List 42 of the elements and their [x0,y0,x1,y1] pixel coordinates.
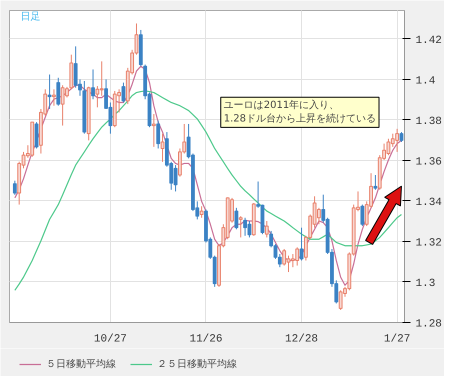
candlestick [91,68,95,100]
chart-subtitle: 日足 [20,12,40,23]
candlestick [264,220,269,238]
y-tick-label: 1.36 [416,156,442,168]
candlestick [48,74,52,110]
candlestick [56,77,60,106]
y-tick-label: 1.3 [416,278,436,290]
candlestick [400,132,404,142]
candlestick [60,84,65,126]
candlestick [74,46,78,88]
x-tick-label: 12/28 [285,334,318,346]
candlestick [295,246,300,266]
candlestick [160,133,164,162]
candlestick [338,290,343,310]
candlestick [122,82,126,103]
candlestick [174,164,178,192]
candlestick [12,180,17,196]
x-tick-label: 1/27 [384,334,410,346]
candlestick [52,88,56,106]
y-tick-label: 1.34 [416,196,442,209]
candlestick [34,122,38,149]
legend-label: ２５日移動平均線 [157,358,237,371]
candlestick [360,204,364,227]
candlestick [100,60,104,96]
y-tick-label: 1.32 [416,237,442,250]
candlestick [238,216,243,238]
x-tick-label: 11/26 [189,334,222,346]
candlestick [395,128,400,152]
candlestick [373,174,378,190]
candlestick [234,207,238,230]
y-tick-label: 1.38 [416,116,442,128]
x-tick-label: 10/27 [94,334,127,346]
candlestick [282,248,286,266]
y-tick-label: 1.42 [416,34,442,47]
y-tick-label: 1.4 [416,75,436,88]
legend-label: ５日移動平均線 [46,358,116,371]
candlestick [300,227,304,262]
candlestick [156,120,160,149]
annotation: ユーロは2011年に入り、 1.28ドル台から上昇を続けている [224,99,376,124]
candlestick [152,114,156,148]
candlestick [200,206,204,218]
y-tick-label: 1.28 [416,318,442,330]
